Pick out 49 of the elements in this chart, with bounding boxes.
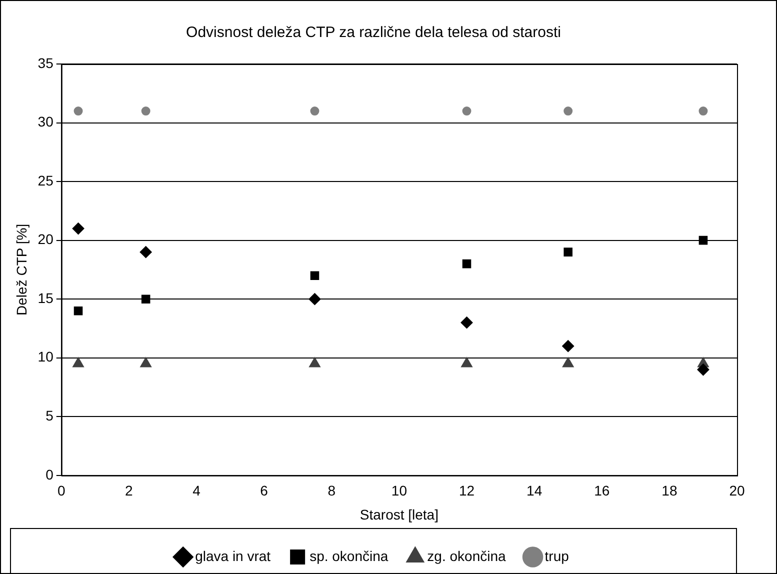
point xyxy=(72,357,84,368)
y-tick-label: 5 xyxy=(46,407,54,424)
point xyxy=(698,106,708,116)
point xyxy=(72,222,84,235)
point xyxy=(74,306,83,316)
x-tick-label: 14 xyxy=(526,482,542,499)
point xyxy=(141,294,150,304)
point xyxy=(141,106,150,116)
point xyxy=(562,340,574,352)
x-tick-label: 0 xyxy=(57,482,66,499)
x-tick-label: 18 xyxy=(662,482,678,499)
point xyxy=(309,357,320,368)
point xyxy=(140,246,152,258)
point xyxy=(310,106,320,116)
point xyxy=(74,106,83,116)
y-tick-label: 15 xyxy=(38,290,54,306)
point xyxy=(461,357,472,368)
point xyxy=(460,316,473,329)
point xyxy=(308,293,321,306)
point xyxy=(140,357,152,368)
legend-label: glava in vrat xyxy=(195,548,271,564)
point xyxy=(697,364,710,376)
y-tick-label: 10 xyxy=(38,348,54,365)
x-tick-label: 2 xyxy=(125,482,134,499)
x-axis-title: Starost [leta] xyxy=(360,506,438,522)
x-tick-label: 20 xyxy=(729,482,745,499)
y-tick-label: 35 xyxy=(38,54,54,71)
point xyxy=(564,106,573,116)
point xyxy=(564,248,572,256)
x-tick-label: 10 xyxy=(391,482,408,499)
x-tick-label: 16 xyxy=(594,482,610,499)
legend-label: zg. okončina xyxy=(427,548,506,564)
point xyxy=(462,106,472,116)
y-tick-label: 0 xyxy=(46,466,54,482)
x-tick-label: 6 xyxy=(260,482,268,499)
x-tick-label: 8 xyxy=(328,482,336,499)
y-axis-title: Delež CTP [%] xyxy=(13,224,30,316)
legend-label: sp. okončina xyxy=(310,548,388,564)
y-tick-label: 30 xyxy=(38,114,54,130)
x-tick-label: 12 xyxy=(458,482,475,499)
legend-label: trup xyxy=(544,548,570,564)
x-tick-label: 4 xyxy=(192,482,201,499)
point xyxy=(698,236,708,245)
chart-title: Odvisnost deleža CTP za različne dela telesa od starosti xyxy=(186,24,561,42)
point xyxy=(310,271,320,280)
point xyxy=(462,259,472,268)
y-tick-label: 25 xyxy=(38,172,54,188)
y-tick-label: 20 xyxy=(38,231,54,248)
point xyxy=(562,357,574,368)
